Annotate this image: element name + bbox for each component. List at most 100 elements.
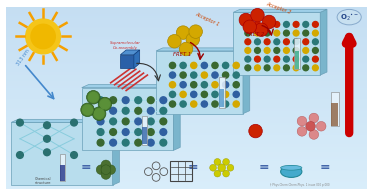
Polygon shape <box>173 85 180 150</box>
Circle shape <box>264 39 270 45</box>
Bar <box>6 61 367 62</box>
Bar <box>6 154 367 155</box>
Circle shape <box>160 97 167 104</box>
Circle shape <box>254 56 260 62</box>
Bar <box>6 58 367 59</box>
Bar <box>6 93 367 94</box>
Circle shape <box>233 101 239 107</box>
Bar <box>6 187 367 188</box>
Bar <box>6 43 367 44</box>
Bar <box>6 139 367 140</box>
Circle shape <box>283 30 289 36</box>
Bar <box>6 33 367 34</box>
Polygon shape <box>243 48 250 114</box>
Bar <box>6 11 367 12</box>
Circle shape <box>303 48 308 53</box>
Bar <box>6 112 367 113</box>
Bar <box>6 163 367 164</box>
Circle shape <box>122 97 129 104</box>
Bar <box>6 184 367 185</box>
Circle shape <box>245 22 251 27</box>
Bar <box>6 165 367 166</box>
Bar <box>6 167 367 168</box>
Polygon shape <box>120 50 140 55</box>
Circle shape <box>110 107 116 114</box>
Bar <box>6 101 367 102</box>
Circle shape <box>100 99 110 109</box>
Bar <box>6 104 367 105</box>
Circle shape <box>97 118 104 125</box>
Circle shape <box>160 118 167 125</box>
Circle shape <box>313 56 318 62</box>
Circle shape <box>83 105 93 115</box>
Bar <box>6 82 367 83</box>
Bar <box>6 23 367 24</box>
Bar <box>6 183 367 184</box>
Ellipse shape <box>337 9 361 25</box>
Bar <box>6 45 367 46</box>
Bar <box>6 63 367 64</box>
Bar <box>6 29 367 30</box>
Bar <box>6 180 367 181</box>
Bar <box>6 172 367 173</box>
Bar <box>6 147 367 148</box>
Circle shape <box>110 139 116 146</box>
Circle shape <box>147 107 154 114</box>
Circle shape <box>201 91 207 98</box>
Bar <box>6 152 367 153</box>
Circle shape <box>254 65 260 71</box>
Bar <box>6 16 367 17</box>
Circle shape <box>254 30 260 36</box>
Circle shape <box>135 118 142 125</box>
Circle shape <box>210 164 216 171</box>
Circle shape <box>313 65 318 71</box>
Bar <box>6 64 367 65</box>
Bar <box>6 171 367 172</box>
Circle shape <box>223 91 229 98</box>
Bar <box>6 173 367 174</box>
Circle shape <box>169 82 176 88</box>
Circle shape <box>293 56 299 62</box>
Bar <box>6 6 367 8</box>
Bar <box>6 127 367 128</box>
Bar <box>6 125 367 126</box>
Bar <box>6 34 367 35</box>
Circle shape <box>191 62 197 68</box>
Circle shape <box>274 56 280 62</box>
Circle shape <box>212 82 218 88</box>
Bar <box>6 133 367 134</box>
Polygon shape <box>142 116 147 145</box>
Circle shape <box>316 121 326 131</box>
Bar <box>6 137 367 138</box>
Circle shape <box>233 82 239 88</box>
Bar <box>6 124 367 125</box>
Bar <box>6 85 367 86</box>
Circle shape <box>201 82 207 88</box>
Bar <box>6 26 367 27</box>
Ellipse shape <box>280 166 302 177</box>
Circle shape <box>283 48 289 53</box>
Text: FRET 1: FRET 1 <box>173 52 192 57</box>
Bar <box>6 89 367 90</box>
Circle shape <box>239 13 253 27</box>
Circle shape <box>243 20 257 34</box>
Bar <box>6 109 367 110</box>
Circle shape <box>254 39 260 45</box>
Circle shape <box>87 91 100 104</box>
Circle shape <box>313 30 318 36</box>
Bar <box>6 86 367 87</box>
Circle shape <box>94 109 104 119</box>
Bar <box>6 9 367 10</box>
Circle shape <box>264 56 270 62</box>
Bar <box>6 10 367 11</box>
Circle shape <box>223 72 229 78</box>
Circle shape <box>293 39 299 45</box>
Circle shape <box>169 72 176 78</box>
Bar <box>6 24 367 25</box>
Bar <box>6 78 367 79</box>
Circle shape <box>110 118 116 125</box>
Bar <box>6 80 367 81</box>
Bar <box>6 179 367 180</box>
Bar <box>6 113 367 114</box>
Bar <box>6 142 367 143</box>
